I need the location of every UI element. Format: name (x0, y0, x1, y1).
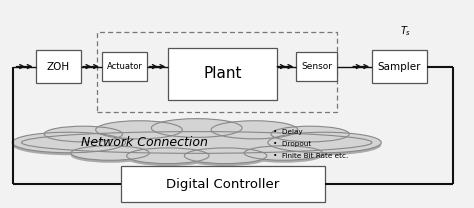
Text: Plant: Plant (203, 66, 242, 81)
Ellipse shape (211, 123, 298, 141)
Bar (296, 52, 337, 81)
Bar (168, 48, 277, 100)
Text: Sampler: Sampler (378, 62, 421, 72)
Ellipse shape (271, 129, 349, 144)
Ellipse shape (211, 121, 298, 139)
Ellipse shape (271, 126, 349, 142)
Bar (121, 166, 325, 202)
Bar (372, 50, 427, 83)
Ellipse shape (71, 148, 149, 163)
Bar (36, 50, 81, 83)
Ellipse shape (244, 146, 322, 160)
Bar (97, 32, 337, 112)
Ellipse shape (151, 119, 242, 137)
Text: •  Dropout: • Dropout (273, 141, 311, 147)
Text: Actuator: Actuator (107, 62, 142, 71)
Bar (102, 52, 147, 81)
Ellipse shape (21, 134, 372, 156)
Text: Sensor: Sensor (301, 62, 332, 71)
Ellipse shape (71, 146, 149, 160)
Text: ZOH: ZOH (46, 62, 70, 72)
Ellipse shape (44, 129, 122, 144)
Ellipse shape (96, 123, 182, 141)
Ellipse shape (12, 135, 126, 155)
Text: $T_s$: $T_s$ (400, 25, 411, 38)
Ellipse shape (21, 132, 372, 153)
Ellipse shape (184, 148, 267, 163)
Ellipse shape (268, 135, 381, 155)
Text: Network Connection: Network Connection (81, 136, 208, 149)
Text: Digital Controller: Digital Controller (166, 178, 279, 191)
Ellipse shape (268, 132, 381, 153)
Ellipse shape (127, 150, 209, 166)
Ellipse shape (244, 148, 322, 163)
Ellipse shape (184, 150, 267, 166)
Text: •  Finite Bit Rate etc.: • Finite Bit Rate etc. (273, 153, 348, 159)
Text: •  Delay: • Delay (273, 129, 302, 135)
Ellipse shape (127, 148, 209, 163)
Ellipse shape (96, 121, 182, 139)
Ellipse shape (151, 121, 242, 140)
Ellipse shape (44, 126, 122, 142)
Ellipse shape (12, 132, 126, 153)
